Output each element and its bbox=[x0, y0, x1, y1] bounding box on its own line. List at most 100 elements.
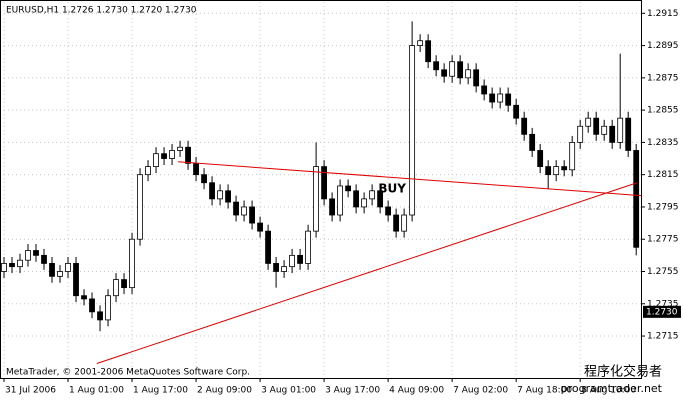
candle-body bbox=[281, 266, 287, 272]
candle-body bbox=[209, 182, 215, 200]
candle-body bbox=[497, 93, 504, 103]
candle-body bbox=[137, 174, 143, 240]
candle-body bbox=[145, 166, 151, 176]
candle-body bbox=[321, 166, 328, 200]
candle-body bbox=[97, 311, 103, 321]
x-tick-label: 1 Aug 17:00 bbox=[133, 386, 188, 396]
x-tick-label: 8 Aug 10:00 bbox=[581, 386, 636, 396]
candle-body bbox=[505, 93, 512, 106]
y-tick-label: 1.2855 bbox=[647, 106, 679, 116]
watermark: programtrader.net bbox=[561, 382, 663, 395]
candle-body bbox=[625, 117, 632, 151]
y-tick-label: 1.2735 bbox=[647, 299, 679, 309]
y-tick-label: 1.2755 bbox=[647, 267, 679, 277]
candle-body bbox=[425, 40, 432, 63]
y-tick-label: 1.2795 bbox=[647, 202, 679, 212]
candle-body bbox=[441, 69, 448, 77]
x-tick-label: 1 Aug 01:00 bbox=[69, 386, 124, 396]
candle-body bbox=[617, 117, 624, 143]
last-price-label: 1.2730 bbox=[646, 307, 678, 317]
marks bbox=[1, 21, 642, 364]
y-tick-label: 1.2715 bbox=[647, 332, 679, 342]
candle-body bbox=[609, 125, 616, 143]
candle-body bbox=[473, 69, 480, 87]
candle-body bbox=[25, 250, 31, 261]
candle-body bbox=[249, 206, 255, 224]
x-tick-label: 3 Aug 17:00 bbox=[325, 386, 380, 396]
candle-body bbox=[433, 61, 440, 71]
candle-body bbox=[561, 166, 568, 171]
y-tick-label: 1.2835 bbox=[647, 138, 679, 148]
watermark: 程序化交易者 bbox=[584, 364, 662, 380]
candle-body bbox=[73, 263, 79, 297]
candle-body bbox=[529, 133, 536, 151]
candle-body bbox=[89, 298, 95, 313]
candle-body bbox=[521, 117, 528, 135]
copyright: MetaTrader, © 2001-2006 MetaQuotes Softw… bbox=[6, 368, 250, 378]
x-tick-label: 31 Jul 2006 bbox=[5, 386, 56, 396]
last-price-box bbox=[643, 305, 681, 318]
candle-body bbox=[177, 146, 183, 151]
candle-body bbox=[153, 153, 159, 168]
candle-body bbox=[33, 250, 39, 256]
candle-body bbox=[537, 150, 544, 168]
chart-title: EURUSD,H1 1.2726 1.2730 1.2720 1.2730 bbox=[6, 6, 197, 16]
candle-body bbox=[545, 166, 552, 176]
candle-body bbox=[601, 125, 608, 135]
candle-body bbox=[337, 185, 344, 216]
candle-body bbox=[65, 263, 71, 272]
candle-body bbox=[361, 198, 368, 208]
candle-body bbox=[113, 279, 119, 297]
candle-body bbox=[9, 263, 15, 268]
candle-body bbox=[17, 259, 23, 268]
candle-body bbox=[409, 45, 416, 216]
x-tick-label: 7 Aug 18:00 bbox=[517, 386, 572, 396]
candle-body bbox=[241, 206, 247, 216]
candle-body bbox=[377, 190, 384, 208]
x-tick-label: 7 Aug 02:00 bbox=[453, 386, 508, 396]
candle-body bbox=[417, 40, 424, 46]
candle-body bbox=[161, 153, 167, 159]
candle-body bbox=[569, 141, 576, 171]
x-tick-label: 4 Aug 09:00 bbox=[389, 386, 444, 396]
candle-body bbox=[297, 254, 303, 264]
candle-body bbox=[257, 222, 263, 232]
candle-body bbox=[593, 117, 600, 135]
candle-body bbox=[577, 125, 584, 143]
candle-body bbox=[185, 146, 191, 164]
candle-body bbox=[225, 190, 231, 203]
candle-body bbox=[369, 190, 376, 200]
candle-body bbox=[465, 69, 472, 79]
candle-body bbox=[553, 166, 560, 176]
candle-body bbox=[513, 104, 520, 119]
candle-body bbox=[633, 150, 640, 248]
candle-body bbox=[121, 279, 127, 289]
candle-body bbox=[81, 295, 87, 300]
x-tick-label: 3 Aug 01:00 bbox=[261, 386, 316, 396]
y-tick-label: 1.2815 bbox=[647, 170, 679, 180]
candle-body bbox=[345, 185, 352, 192]
candle-body bbox=[57, 271, 63, 277]
candle-body bbox=[457, 61, 464, 79]
candle-body bbox=[329, 198, 336, 216]
candle-body bbox=[129, 238, 135, 289]
y-tick-label: 1.2875 bbox=[647, 73, 679, 83]
candle-body bbox=[217, 190, 223, 200]
candle-body bbox=[41, 254, 47, 264]
candle-body bbox=[305, 230, 311, 264]
candle-body bbox=[289, 254, 295, 268]
y-tick-label: 1.2915 bbox=[647, 9, 679, 19]
candle-body bbox=[201, 174, 207, 184]
candle-body bbox=[265, 230, 271, 264]
candle-body bbox=[449, 61, 456, 77]
candle-body bbox=[169, 150, 175, 159]
candle-body bbox=[353, 190, 360, 208]
y-tick-label: 1.2895 bbox=[647, 41, 679, 51]
trendline bbox=[96, 182, 638, 364]
trendline bbox=[178, 161, 642, 197]
candle-body bbox=[385, 206, 392, 216]
candle-body bbox=[49, 263, 55, 277]
annotation: BUY bbox=[378, 182, 406, 196]
candle-body bbox=[481, 85, 488, 95]
